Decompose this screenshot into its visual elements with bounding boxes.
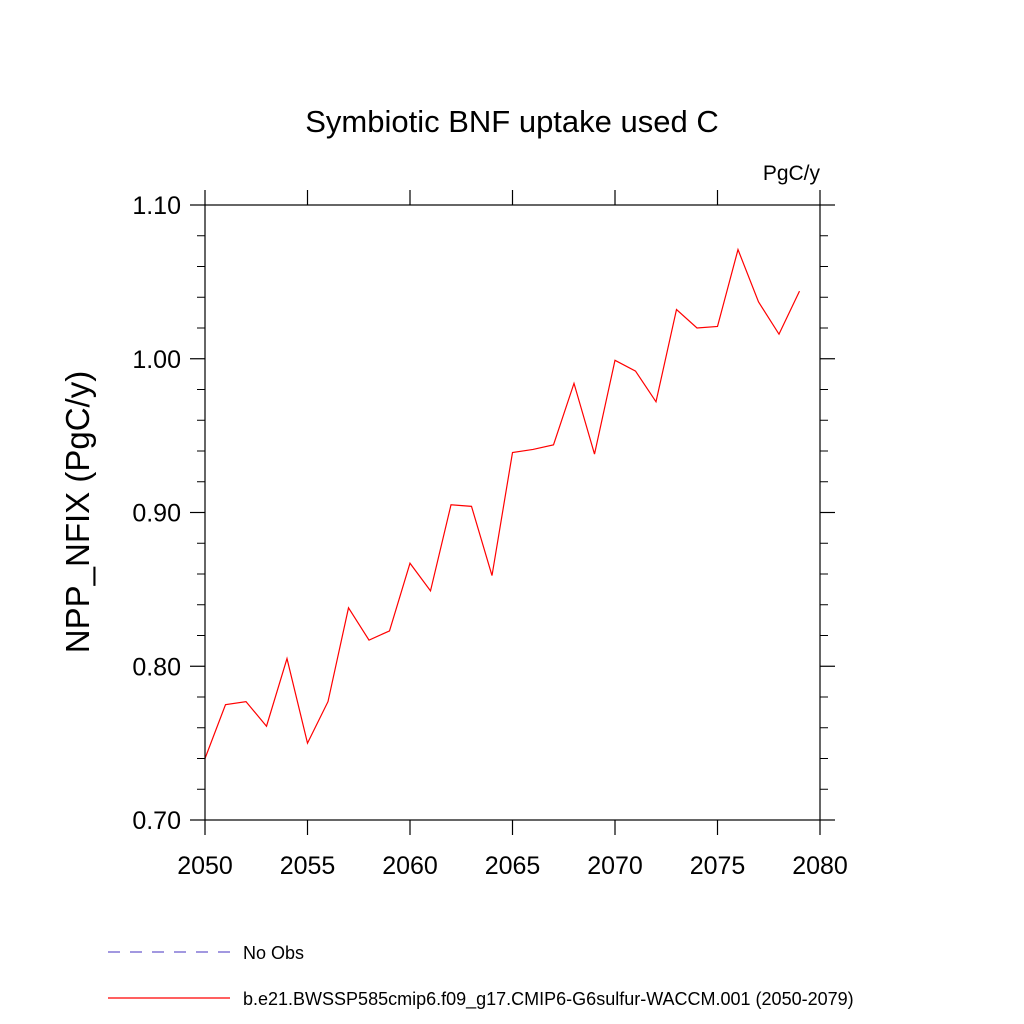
plot-frame (204, 204, 821, 821)
axis-ticks: 2050 2055 2060 2065 2070 2075 2080 0.70 0.80 0.90… (132, 190, 848, 880)
legend-label: No Obs (243, 943, 304, 963)
y-tick-label: 1.00 (132, 346, 181, 374)
legend: No Obs b.e21.BWSSP585cmip6.f09_g17.CMIP6-… (108, 943, 854, 1010)
x-tick-label: 2070 (587, 852, 643, 880)
y-tick-label: 0.90 (132, 500, 181, 528)
y-tick-label: 0.70 (132, 807, 181, 835)
x-tick-label: 2055 (280, 852, 336, 880)
x-tick-label: 2065 (485, 852, 541, 880)
units-label: PgC/y (763, 162, 821, 185)
series-line-1 (204, 247, 801, 759)
x-tick-label: 2075 (690, 852, 746, 880)
x-tick-label: 2050 (177, 852, 233, 880)
x-tick-label: 2080 (792, 852, 848, 880)
legend-label: b.e21.BWSSP585cmip6.f09_g17.CMIP6-G6sulf… (243, 989, 854, 1010)
y-axis-label: NPP_NFIX (PgC/y) (59, 371, 96, 653)
y-tick-label: 1.10 (132, 192, 181, 220)
chart-title: Symbiotic BNF uptake used C (305, 104, 719, 139)
series-layer (204, 247, 801, 759)
x-tick-label: 2060 (382, 852, 438, 880)
y-tick-label: 0.80 (132, 653, 181, 681)
